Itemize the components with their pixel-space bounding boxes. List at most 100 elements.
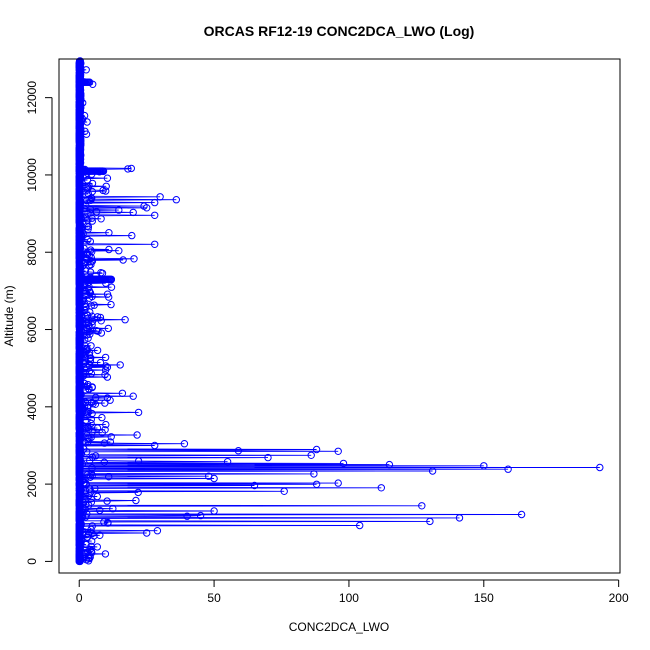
data-point: [102, 182, 110, 191]
data-point: [102, 420, 110, 429]
data-point: [339, 459, 348, 468]
data-point: [183, 512, 191, 520]
data-point: [88, 522, 97, 530]
data-point: [106, 438, 115, 446]
data-point: [103, 290, 112, 298]
data-point: [196, 511, 205, 520]
x-tick-label: 100: [339, 591, 359, 605]
y-tick-label: 12000: [25, 81, 39, 115]
data-point: [88, 217, 97, 225]
data-point: [107, 275, 116, 283]
data-point: [87, 246, 95, 254]
y-axis: 0 2000 4000 6000 8000 10000 12000: [25, 81, 53, 565]
data-point: [88, 292, 96, 301]
x-axis: 0 50 100 150 200: [76, 579, 629, 605]
data-point: [96, 313, 105, 322]
data-point: [172, 196, 181, 204]
data-point: [129, 392, 137, 400]
data-point: [87, 525, 95, 534]
data-point: [93, 492, 102, 501]
data-point: [87, 498, 96, 506]
data-point: [89, 400, 97, 408]
data-point: [103, 497, 111, 505]
data-point: [93, 346, 102, 355]
data-point: [119, 256, 127, 264]
data-point: [75, 223, 84, 232]
data-point: [151, 211, 159, 220]
data-point: [83, 176, 92, 184]
data-point: [90, 301, 98, 309]
data-point: [105, 473, 113, 481]
data-point: [234, 447, 243, 455]
data-point: [356, 521, 364, 530]
data-point: [109, 505, 117, 513]
data-point: [102, 362, 110, 370]
data-point: [75, 549, 84, 557]
data-point: [418, 502, 426, 510]
y-tick-label: 8000: [25, 239, 39, 266]
data-point: [156, 193, 164, 201]
data-point: [87, 542, 95, 550]
data-point: [101, 426, 109, 434]
data-point: [84, 190, 93, 198]
data-point: [151, 240, 159, 249]
data-point: [96, 358, 105, 367]
data-point: [84, 380, 92, 389]
data-point: [87, 433, 95, 442]
data-point: [140, 202, 148, 210]
data-point: [88, 453, 97, 461]
data-point: [81, 490, 89, 498]
data-point: [75, 372, 84, 381]
data-point: [81, 475, 89, 483]
data-point: [307, 451, 315, 459]
data-point: [88, 214, 96, 222]
data-point: [99, 167, 107, 175]
data-point: [88, 529, 96, 538]
x-tick-label: 150: [474, 591, 494, 605]
data-point: [76, 435, 85, 443]
data-point: [93, 313, 102, 321]
data-point: [250, 481, 259, 490]
data-point: [334, 447, 342, 455]
y-tick-label: 10000: [25, 158, 39, 192]
data-point: [517, 510, 526, 519]
data-point: [84, 183, 92, 191]
data-point: [76, 57, 85, 65]
data-point: [132, 496, 140, 505]
data-point: [264, 453, 272, 462]
data-point: [86, 268, 95, 276]
plot-frame: [58, 58, 621, 574]
data-point: [86, 546, 94, 554]
data-point: [118, 389, 127, 397]
data-point: [312, 445, 321, 454]
data-point: [100, 518, 108, 526]
chart-title: ORCAS RF12-19 CONC2DCA_LWO (Log): [204, 23, 475, 39]
y-tick-label: 6000: [25, 316, 39, 343]
data-point: [84, 318, 93, 327]
data-point: [82, 487, 90, 495]
data-point: [385, 460, 394, 469]
data-point: [455, 514, 464, 522]
data-point: [76, 314, 84, 323]
data-point: [223, 458, 232, 466]
x-tick-label: 50: [207, 591, 221, 605]
data-point: [103, 394, 112, 402]
data-point: [128, 231, 136, 240]
data-point: [92, 452, 100, 460]
data-point: [93, 424, 102, 432]
data-point: [92, 393, 100, 402]
data-point: [504, 465, 512, 473]
data-point: [134, 488, 142, 497]
x-tick-label: 0: [76, 591, 83, 605]
y-tick-label: 4000: [25, 393, 39, 420]
data-point: [104, 324, 113, 333]
data-point: [105, 245, 113, 254]
data-point: [91, 484, 99, 493]
data-point: [88, 187, 97, 196]
data-point: [180, 440, 189, 448]
data-point: [100, 458, 109, 466]
data-point: [596, 463, 604, 472]
data-point: [107, 300, 115, 309]
x-tick-label: 200: [609, 591, 629, 605]
data-point: [79, 476, 87, 484]
